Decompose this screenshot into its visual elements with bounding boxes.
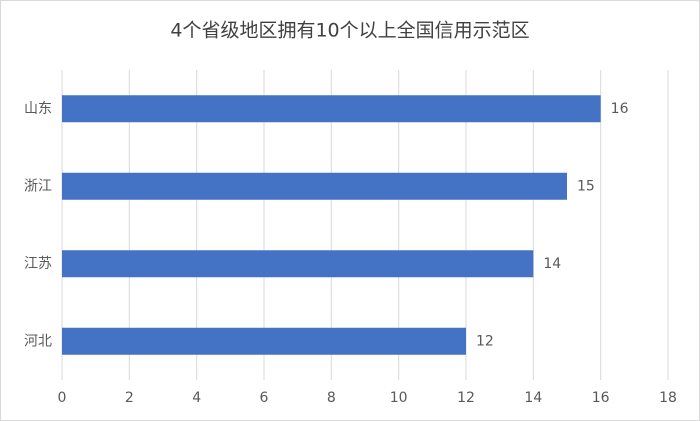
y-tick-label: 江苏 bbox=[24, 256, 52, 272]
chart-title: 4个省级地区拥有10个以上全国信用示范区 bbox=[170, 20, 529, 42]
x-tick-label: 2 bbox=[125, 390, 134, 406]
data-label: 14 bbox=[543, 256, 561, 272]
y-tick-label: 河北 bbox=[24, 333, 52, 349]
x-tick-label: 18 bbox=[659, 390, 677, 406]
y-tick-label: 浙江 bbox=[24, 178, 52, 194]
bar bbox=[62, 250, 534, 278]
x-tick-label: 6 bbox=[260, 390, 269, 406]
data-label: 12 bbox=[476, 333, 494, 349]
x-tick-label: 12 bbox=[457, 390, 475, 406]
x-tick-label: 4 bbox=[192, 390, 201, 406]
bar bbox=[62, 172, 567, 200]
data-label: 16 bbox=[611, 101, 629, 117]
x-tick-label: 0 bbox=[58, 390, 67, 406]
x-tick-label: 16 bbox=[592, 390, 610, 406]
bar bbox=[62, 327, 466, 355]
y-tick-label: 山东 bbox=[24, 101, 52, 117]
x-tick-label: 14 bbox=[524, 390, 542, 406]
x-tick-label: 10 bbox=[390, 390, 408, 406]
bar bbox=[62, 95, 601, 123]
x-tick-label: 8 bbox=[327, 390, 336, 406]
data-label: 15 bbox=[577, 178, 595, 194]
